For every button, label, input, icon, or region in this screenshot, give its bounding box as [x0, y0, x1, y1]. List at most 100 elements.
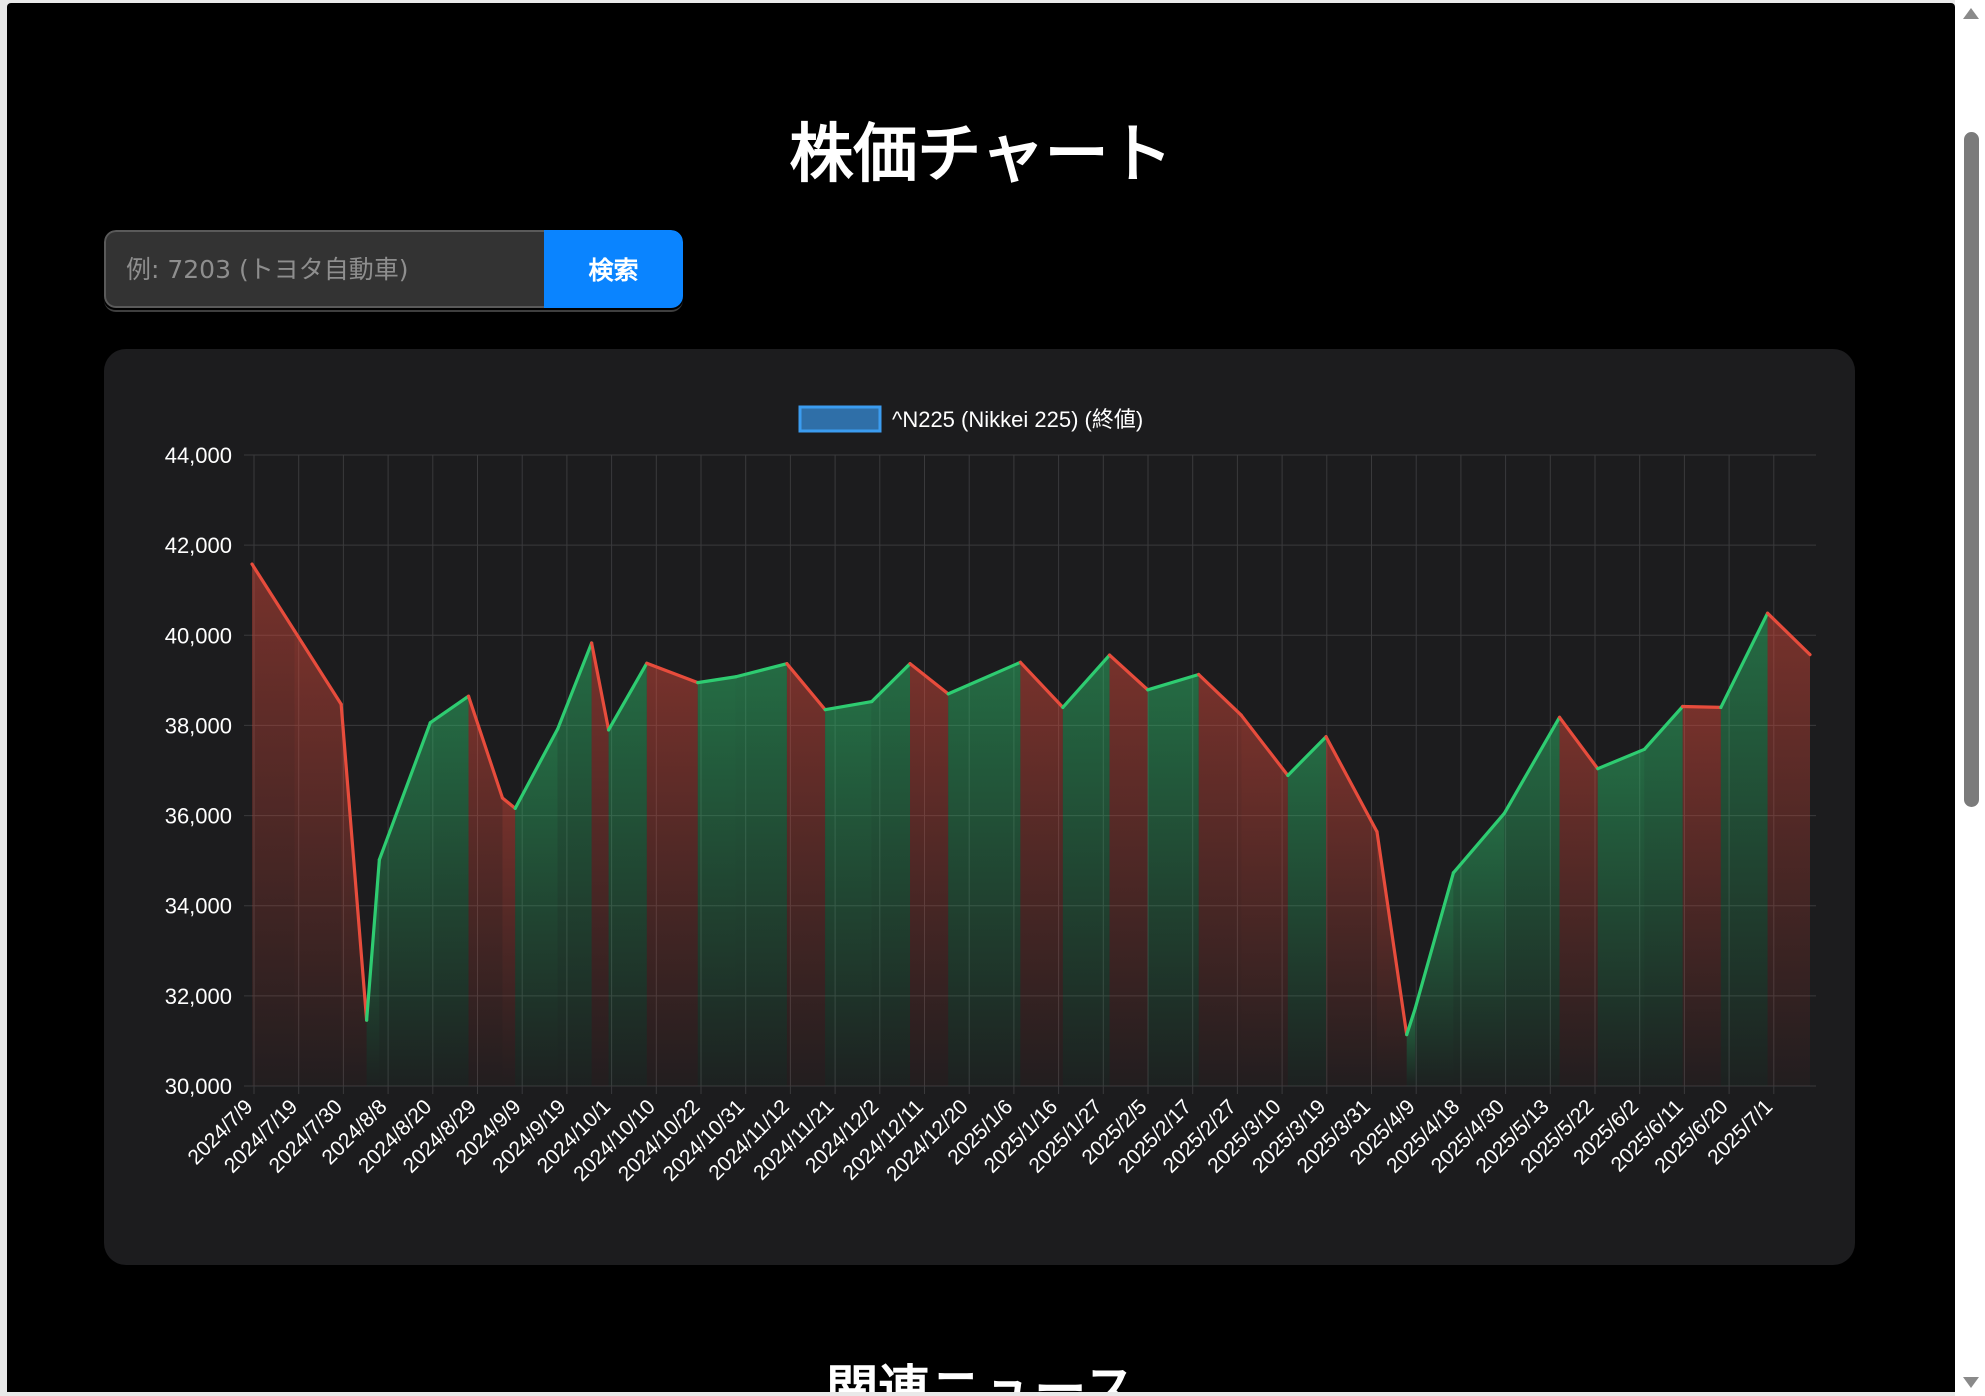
area-segment: [1597, 749, 1645, 1086]
line-segment: [1061, 653, 1112, 709]
y-tick-label: 42,000: [165, 533, 232, 558]
data-point: [340, 703, 342, 705]
line-segment: [1596, 747, 1647, 771]
data-point: [947, 693, 949, 695]
data-point: [378, 859, 380, 861]
data-point: [1376, 831, 1378, 833]
data-point: [697, 681, 699, 683]
data-point: [365, 1019, 367, 1021]
scroll-up-icon[interactable]: [1963, 8, 1979, 19]
line-segment: [1375, 830, 1409, 1037]
data-point: [1414, 1007, 1416, 1009]
data-point: [786, 662, 788, 664]
data-point: [467, 695, 469, 697]
data-point: [909, 662, 911, 664]
line-segment: [606, 661, 649, 732]
data-point: [1597, 767, 1599, 769]
line-segment: [466, 694, 505, 800]
data-point: [1452, 872, 1454, 874]
data-point: [1503, 812, 1505, 814]
y-tick-label: 44,000: [165, 443, 232, 468]
area-segment: [735, 663, 787, 1086]
line-segment: [556, 641, 594, 731]
line-segment: [428, 694, 471, 725]
data-point: [1019, 661, 1021, 663]
page-scrollbar[interactable]: [1955, 0, 1985, 1396]
area-segment: [294, 630, 342, 1086]
data-point: [1062, 706, 1064, 708]
area-segment: [786, 663, 826, 1086]
area-segment: [1020, 662, 1063, 1086]
area-segment: [1062, 655, 1110, 1086]
stock-code-input[interactable]: [104, 230, 544, 308]
line-segment: [1502, 715, 1562, 815]
search-button[interactable]: 検索: [544, 230, 683, 308]
y-tick-label: 34,000: [165, 894, 232, 919]
data-point: [1240, 714, 1242, 716]
area-segment: [825, 701, 872, 1086]
area-segment: [591, 642, 609, 1086]
line-segment: [823, 699, 874, 712]
chart-card: 44,000 42,000 40,000 38,000 36,000 34,000 32,0…: [104, 349, 1855, 1265]
data-point: [1287, 774, 1289, 776]
line-segment: [1413, 871, 1456, 1011]
data-point: [1197, 673, 1199, 675]
line-segment: [1681, 704, 1723, 709]
line-segment: [1405, 1006, 1417, 1037]
scroll-down-icon[interactable]: [1963, 1377, 1979, 1388]
line-segment: [734, 662, 789, 679]
data-point: [1325, 735, 1327, 737]
data-point: [824, 708, 826, 710]
y-tick-label: 38,000: [165, 713, 232, 738]
area-segment: [557, 642, 592, 1086]
area-segment: [608, 663, 647, 1086]
line-segment: [1451, 811, 1506, 875]
page-viewport: 株価チャート 検索 44,000 42,000 40,000 38,000 36,000…: [7, 3, 1955, 1392]
data-point: [293, 630, 295, 632]
area-segment: [871, 663, 911, 1086]
line-segment: [1642, 704, 1685, 751]
data-point: [871, 700, 873, 702]
y-tick-label: 36,000: [165, 804, 232, 829]
data-point: [1147, 689, 1149, 691]
news-heading: 関連ニュース: [826, 1361, 1136, 1392]
area-segment: [1720, 613, 1768, 1086]
stock-price-chart: 44,000 42,000 40,000 38,000 36,000 34,000 32,0…: [165, 405, 1816, 1186]
area-segment: [646, 663, 698, 1086]
line-segment: [645, 661, 700, 685]
data-point: [646, 662, 648, 664]
area-segment: [1241, 715, 1288, 1086]
line-segment: [513, 727, 560, 810]
area-segment: [502, 797, 516, 1086]
area-segment: [1326, 736, 1377, 1086]
y-tick-label: 30,000: [165, 1074, 232, 1099]
data-point: [1108, 654, 1110, 656]
scrollbar-thumb[interactable]: [1964, 132, 1979, 807]
area-segment: [1376, 831, 1407, 1086]
area-segment: [1406, 1008, 1416, 1086]
area-segment: [1559, 717, 1598, 1086]
area-segment: [379, 722, 431, 1086]
area-segment: [468, 696, 503, 1086]
area-segment: [1109, 655, 1148, 1086]
data-point: [514, 807, 516, 809]
line-segment: [908, 662, 950, 696]
data-point: [1681, 705, 1683, 707]
y-tick-label: 40,000: [165, 623, 232, 648]
data-point: [429, 722, 431, 724]
line-segment: [1324, 735, 1379, 834]
data-point: [1766, 612, 1768, 614]
area-segment: [1682, 706, 1721, 1086]
area-segment: [430, 696, 469, 1086]
area-segment: [1767, 613, 1810, 1086]
data-point: [556, 728, 558, 730]
area-segment: [1198, 674, 1242, 1086]
area-segment: [910, 663, 949, 1086]
area-segment: [1504, 717, 1560, 1086]
data-point: [1720, 706, 1722, 708]
line-segment: [339, 702, 369, 1022]
area-segment: [1147, 674, 1199, 1086]
line-segment: [696, 675, 738, 685]
page-title: 株価チャート: [789, 118, 1173, 192]
area-segment: [1453, 813, 1505, 1086]
